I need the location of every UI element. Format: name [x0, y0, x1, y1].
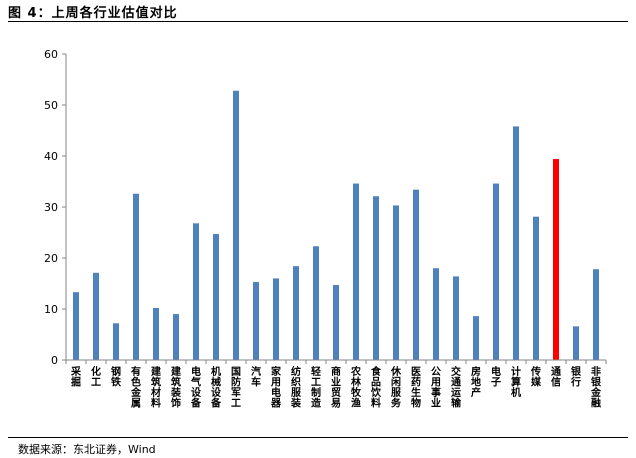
bar-series — [73, 90, 599, 360]
category-label: 通信 — [551, 366, 561, 389]
bar — [113, 323, 119, 360]
category-label: 公用事业 — [430, 366, 441, 410]
category-label: 非银金融 — [590, 365, 602, 410]
category-label: 休闲服务 — [390, 365, 402, 410]
category-label: 食品饮料 — [370, 365, 382, 410]
category-label: 有色金属 — [130, 365, 142, 410]
category-label: 家用电器 — [270, 365, 282, 410]
category-label: 房地产 — [471, 365, 481, 399]
bar — [273, 278, 279, 360]
y-tick-label: 0 — [51, 354, 58, 367]
category-label: 计算机 — [510, 365, 521, 399]
source-note: 数据来源：东北证券，Wind — [18, 443, 156, 456]
category-label: 汽车 — [251, 365, 261, 389]
bar — [333, 285, 339, 360]
bar — [173, 314, 179, 360]
bar — [153, 307, 159, 360]
category-label: 电子 — [491, 365, 501, 389]
bar-highlight — [553, 159, 559, 360]
bar — [493, 183, 499, 360]
category-label: 采掘 — [70, 365, 81, 389]
bar — [433, 268, 439, 360]
category-label: 轻工制造 — [311, 365, 322, 410]
bar — [413, 189, 419, 360]
category-label: 交通运输 — [451, 365, 462, 410]
category-label: 建筑材料 — [150, 365, 162, 410]
y-axis: 0 10 20 30 40 50 60 — [44, 48, 67, 367]
bar — [393, 205, 399, 360]
bar — [73, 292, 79, 360]
category-label: 银行 — [570, 365, 582, 389]
bar — [373, 196, 379, 360]
bar — [233, 90, 239, 360]
bar — [313, 246, 319, 360]
category-label: 机械设备 — [210, 365, 222, 410]
category-label: 建筑装饰 — [170, 365, 182, 410]
x-axis — [65, 359, 607, 364]
figure-title: 图 4：上周各行业估值对比 — [8, 6, 178, 21]
bar — [453, 276, 459, 360]
category-labels: 采掘化工钢铁有色金属建筑材料建筑装饰电气设备机械设备国防军工汽车家用电器纺织服装… — [70, 365, 602, 410]
category-label: 农林牧渔 — [350, 365, 362, 410]
bar — [293, 266, 299, 360]
bar — [93, 272, 99, 360]
bar — [253, 281, 259, 360]
bar — [513, 126, 519, 360]
bar — [193, 223, 199, 360]
y-tick-label: 30 — [44, 201, 58, 214]
category-label: 电气设备 — [190, 365, 202, 410]
category-label: 纺织服装 — [290, 365, 302, 410]
bar — [593, 269, 599, 360]
category-label: 国防军工 — [231, 366, 241, 410]
bar — [213, 234, 219, 360]
bar — [133, 193, 139, 360]
bar — [573, 326, 579, 360]
y-tick-label: 20 — [44, 252, 58, 265]
y-tick-label: 60 — [44, 48, 58, 61]
category-label: 传媒 — [530, 365, 542, 389]
category-label: 钢铁 — [111, 365, 121, 389]
bar — [533, 216, 539, 360]
category-label: 医药生物 — [411, 366, 421, 410]
y-tick-label: 40 — [44, 150, 58, 163]
title-rule — [8, 21, 628, 22]
category-label: 化工 — [91, 365, 101, 389]
y-tick-label: 50 — [44, 99, 58, 112]
source-rule — [8, 437, 628, 438]
y-tick-label: 10 — [44, 303, 58, 316]
category-label: 商业贸易 — [331, 365, 341, 410]
bar — [353, 183, 359, 360]
bar — [473, 316, 479, 360]
